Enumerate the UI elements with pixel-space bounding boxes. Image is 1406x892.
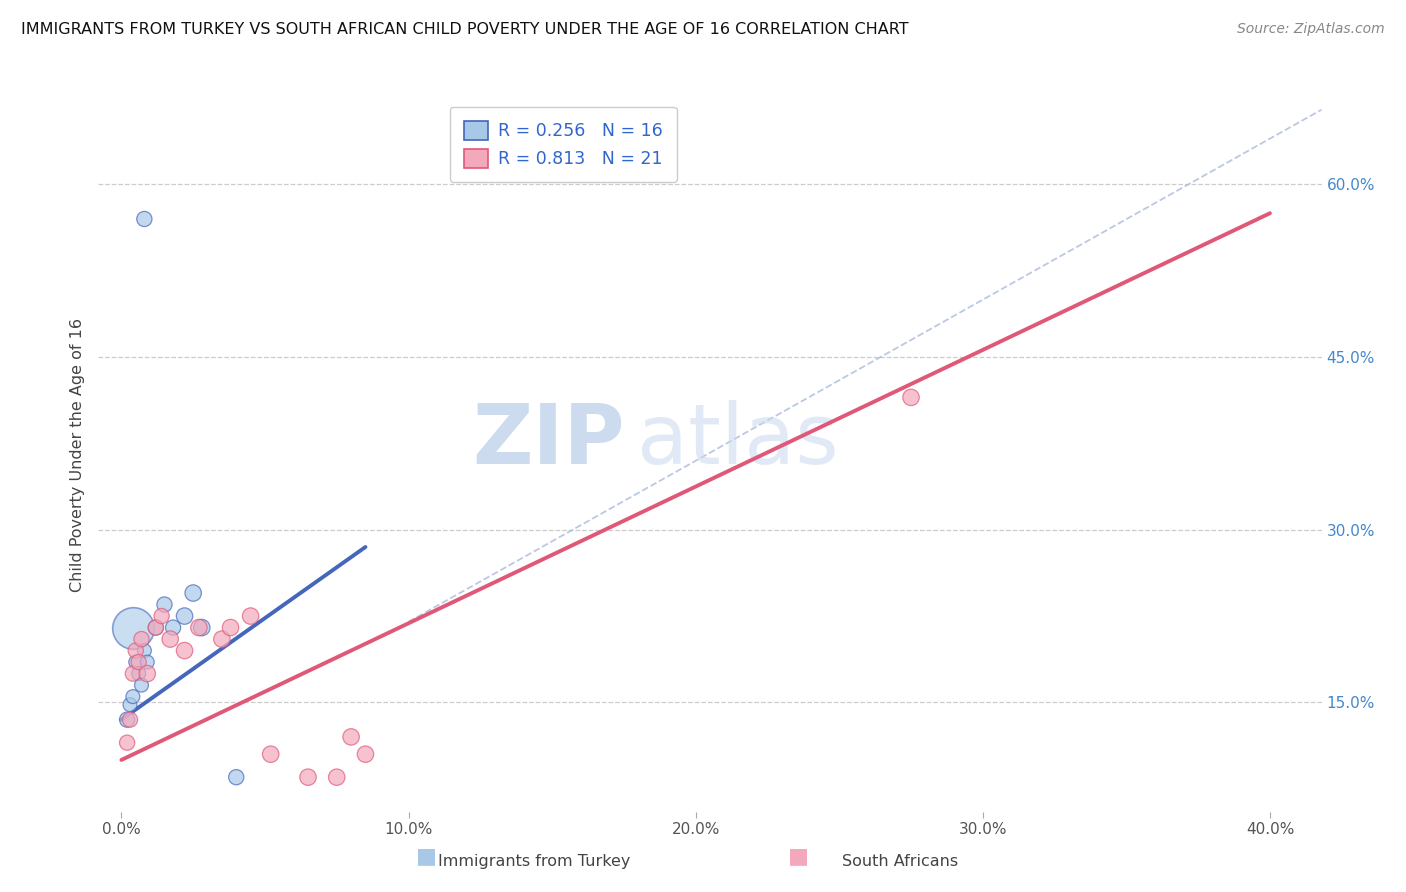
Point	[326, 770, 349, 784]
Point	[125, 643, 148, 657]
Point	[136, 666, 159, 681]
Point	[115, 736, 138, 750]
Point	[340, 730, 363, 744]
Point	[131, 678, 153, 692]
Point	[145, 621, 167, 635]
Point	[159, 632, 181, 646]
Point	[153, 598, 176, 612]
Point	[219, 621, 242, 635]
Point	[131, 632, 153, 646]
Text: IMMIGRANTS FROM TURKEY VS SOUTH AFRICAN CHILD POVERTY UNDER THE AGE OF 16 CORREL: IMMIGRANTS FROM TURKEY VS SOUTH AFRICAN …	[21, 22, 908, 37]
Point	[115, 713, 138, 727]
Point	[187, 621, 209, 635]
Point	[122, 621, 145, 635]
Point	[297, 770, 319, 784]
Point	[354, 747, 377, 761]
Text: South Africans: South Africans	[842, 854, 957, 869]
Text: Source: ZipAtlas.com: Source: ZipAtlas.com	[1237, 22, 1385, 37]
Point	[128, 666, 150, 681]
Text: ■: ■	[416, 847, 436, 866]
Point	[150, 609, 173, 624]
Point	[118, 713, 141, 727]
Point	[900, 390, 922, 404]
Point	[162, 621, 184, 635]
Point	[260, 747, 283, 761]
Point	[134, 211, 156, 226]
Point	[181, 586, 204, 600]
Legend: R = 0.256   N = 16, R = 0.813   N = 21: R = 0.256 N = 16, R = 0.813 N = 21	[450, 107, 676, 182]
Point	[145, 621, 167, 635]
Text: atlas: atlas	[637, 401, 838, 481]
Point	[191, 621, 214, 635]
Point	[122, 666, 145, 681]
Y-axis label: Child Poverty Under the Age of 16: Child Poverty Under the Age of 16	[69, 318, 84, 592]
Point	[118, 698, 141, 712]
Point	[128, 655, 150, 669]
Point	[134, 643, 156, 657]
Point	[136, 655, 159, 669]
Text: ZIP: ZIP	[472, 401, 624, 481]
Point	[173, 643, 195, 657]
Point	[173, 609, 195, 624]
Text: ■: ■	[789, 847, 808, 866]
Point	[122, 690, 145, 704]
Point	[211, 632, 233, 646]
Point	[239, 609, 262, 624]
Point	[225, 770, 247, 784]
Point	[125, 655, 148, 669]
Text: Immigrants from Turkey: Immigrants from Turkey	[439, 854, 630, 869]
